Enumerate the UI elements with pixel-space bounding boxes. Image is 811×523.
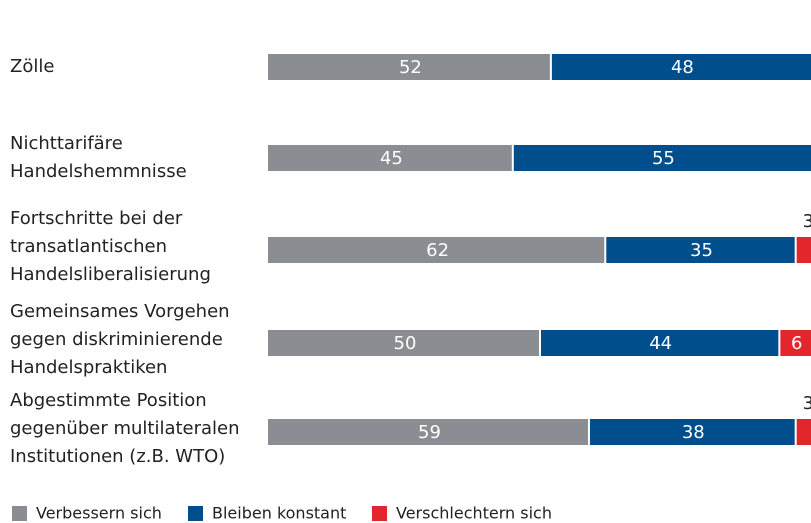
bar-segment: [551, 54, 811, 80]
category-label: Gemeinsames Vorgehen: [10, 301, 230, 322]
bar-segment: [541, 330, 779, 356]
category-label: Abgestimmte Position: [10, 390, 207, 411]
value-label: 3: [803, 393, 811, 414]
legend-label: Verbessern sich: [36, 504, 162, 523]
value-label: 3: [803, 211, 811, 232]
bar-segment: [513, 145, 811, 171]
bar-segment: [780, 330, 811, 356]
value-label: 48: [671, 57, 694, 78]
value-label: 38: [682, 422, 705, 443]
legend-label: Verschlechtern sich: [396, 504, 552, 523]
category-label: gegenüber multilateralen: [10, 418, 240, 439]
value-label: 44: [649, 333, 672, 354]
bar-segment: [268, 419, 588, 445]
value-label: 45: [380, 148, 403, 169]
legend-swatch: [372, 506, 387, 521]
bar-segment: [268, 145, 512, 171]
category-label: Institutionen (z.B. WTO): [10, 446, 225, 467]
category-label: Zölle: [10, 56, 54, 77]
bar-segment: [268, 330, 539, 356]
bar-segment: [589, 419, 795, 445]
value-label: 6: [791, 333, 802, 354]
bar-segment: [268, 237, 605, 263]
category-label: Fortschritte bei der: [10, 208, 183, 229]
value-label: 55: [652, 148, 675, 169]
category-label: Handelsliberalisierung: [10, 264, 211, 285]
value-label: 50: [394, 333, 417, 354]
category-label: Handelspraktiken: [10, 357, 167, 378]
category-label: Nichttarifäre: [10, 133, 123, 154]
bar-segment: [606, 237, 795, 263]
value-label: 52: [399, 57, 422, 78]
legend-swatch: [12, 506, 27, 521]
value-label: 59: [418, 422, 441, 443]
bar-segment: [796, 419, 811, 445]
category-label: Handelshemmnisse: [10, 161, 187, 182]
legend-swatch: [188, 506, 203, 521]
legend-label: Bleiben konstant: [212, 504, 346, 523]
value-label: 62: [426, 240, 449, 261]
category-label: transatlantischen: [10, 236, 167, 257]
category-label: gegen diskriminierende: [10, 329, 223, 350]
value-label: 35: [690, 240, 713, 261]
bar-segment: [796, 237, 811, 263]
bar-segment: [268, 54, 550, 80]
